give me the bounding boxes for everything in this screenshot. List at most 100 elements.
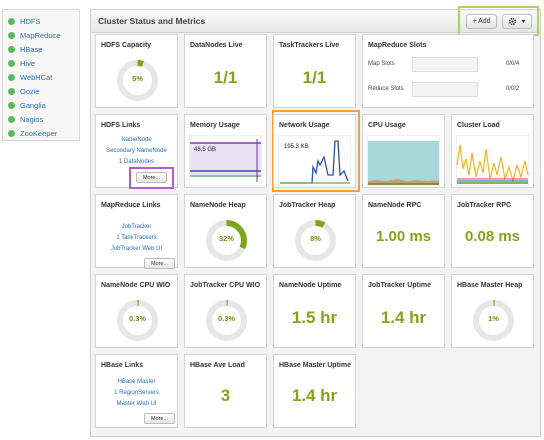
status-dot-icon — [8, 17, 15, 25]
graph-label: 48.5 GB — [194, 147, 217, 153]
widget-cluster-load[interactable]: Cluster Load — [451, 114, 534, 188]
link-namenode[interactable]: NameNode — [121, 137, 152, 143]
add-widget-button[interactable]: + Add — [466, 14, 497, 29]
heap-gauge: 32% — [205, 219, 248, 262]
memory-usage-graph — [189, 135, 262, 186]
widget-jobtracker-rpc[interactable]: JobTracker RPC 0.08 ms — [451, 194, 534, 268]
sidebar-item-label: HBase — [20, 44, 43, 54]
status-dot-icon — [8, 101, 15, 109]
caret-down-icon — [520, 20, 526, 23]
sidebar-item-label: WebHCat — [20, 72, 53, 82]
link-datanodes[interactable]: 1 DataNodes — [118, 159, 155, 165]
gauge-value: 0.3% — [217, 314, 236, 323]
sidebar-item-webhcat[interactable]: WebHCat — [3, 70, 79, 84]
link-hbase-master[interactable]: HBase Master — [117, 379, 156, 385]
widget-datanodes-live[interactable]: DataNodes Live 1/1 — [184, 34, 267, 108]
widget-hbase-ave-load[interactable]: HBase Ave Load 3 — [184, 354, 267, 428]
widget-title: JobTracker RPC — [457, 202, 512, 209]
widget-title: JobTracker Uptime — [368, 282, 432, 289]
widget-tasktrackers-live[interactable]: TaskTrackers Live 1/1 — [273, 34, 356, 108]
more-button[interactable]: More... — [144, 413, 175, 424]
gauge-value: 1% — [488, 314, 499, 323]
sidebar-item-ganglia[interactable]: Ganglia — [3, 98, 79, 112]
widget-title: JobTracker Heap — [279, 202, 336, 209]
widget-title: MapReduce Slots — [368, 42, 427, 49]
link-jobtracker[interactable]: JobTracker — [121, 224, 152, 230]
widget-jobtracker-uptime[interactable]: JobTracker Uptime 1.4 hr — [362, 274, 445, 348]
widget-title: HBase Links — [101, 362, 144, 369]
services-sidebar: HDFS MapReduce HBase Hive WebHCat Oozie … — [2, 9, 80, 141]
widget-namenode-uptime[interactable]: NameNode Uptime 1.5 hr — [273, 274, 356, 348]
slot-value: 0/0/4 — [506, 61, 520, 67]
slot-label: Map Slots — [368, 61, 395, 67]
widget-memory-usage[interactable]: Memory Usage 48.5 GB — [184, 114, 267, 188]
sidebar-item-hdfs[interactable]: HDFS — [3, 14, 79, 28]
widget-mapreduce-slots[interactable]: MapReduce Slots Map Slots 0/0/4 Reduce S… — [362, 34, 534, 108]
cpu-wio-gauge: 0.3% — [116, 299, 159, 342]
link-jobtracker-web-ui[interactable]: JobTracker Web UI — [110, 246, 163, 252]
links-list: JobTracker 1 TaskTrackers JobTracker Web… — [96, 222, 177, 255]
more-button[interactable]: More... — [144, 258, 175, 269]
widget-mapreduce-links[interactable]: MapReduce Links JobTracker 1 TaskTracker… — [95, 194, 178, 269]
widget-cpu-usage[interactable]: CPU Usage — [362, 114, 445, 188]
widget-jobtracker-cpu-wio[interactable]: JobTracker CPU WIO 0.3% — [184, 274, 267, 348]
sidebar-item-mapreduce[interactable]: MapReduce — [3, 28, 79, 42]
link-master-web-ui[interactable]: Master Web UI — [116, 401, 157, 407]
widget-title: Cluster Load — [457, 122, 500, 129]
status-dot-icon — [8, 31, 15, 39]
status-dot-icon — [8, 87, 15, 95]
status-dot-icon — [8, 73, 15, 81]
map-slots-row: Map Slots 0/0/4 — [368, 57, 538, 73]
gauge-value: 0.3% — [128, 314, 147, 323]
gauge-value: 5% — [132, 74, 143, 83]
metric-value: 1/1 — [302, 68, 327, 87]
metric-value: 1/1 — [213, 68, 238, 87]
metric-value: 0.08 ms — [464, 228, 521, 245]
widget-title: Network Usage — [279, 122, 330, 129]
more-button[interactable]: More... — [136, 172, 167, 183]
widget-network-usage[interactable]: Network Usage 195.3 KB — [273, 114, 356, 188]
widget-title: HBase Master Heap — [457, 282, 523, 289]
status-dot-icon — [8, 45, 15, 53]
gauge-value: 32% — [218, 234, 234, 243]
widget-title: NameNode Heap — [190, 202, 246, 209]
metric-value: 1.00 ms — [375, 228, 432, 245]
widget-hdfs-capacity[interactable]: HDFS Capacity 5% — [95, 34, 178, 108]
heap-gauge: 1% — [472, 299, 515, 342]
sidebar-item-label: MapReduce — [20, 30, 61, 40]
widget-hbase-master-uptime[interactable]: HBase Master Uptime 1.4 hr — [273, 354, 356, 428]
widget-namenode-cpu-wio[interactable]: NameNode CPU WIO 0.3% — [95, 274, 178, 348]
widget-title: JobTracker CPU WIO — [190, 282, 261, 289]
widget-hbase-links[interactable]: HBase Links HBase Master 1 RegionServers… — [95, 354, 178, 428]
metric-value: 1.4 hr — [291, 386, 338, 405]
network-usage-graph — [278, 135, 351, 186]
sidebar-item-label: Nagios — [20, 114, 44, 124]
widget-namenode-heap[interactable]: NameNode Heap 32% — [184, 194, 267, 268]
more-highlight — [129, 167, 174, 189]
widget-namenode-rpc[interactable]: NameNode RPC 1.00 ms — [362, 194, 445, 268]
widget-jobtracker-heap[interactable]: JobTracker Heap 8% — [273, 194, 356, 268]
widget-title: CPU Usage — [368, 122, 406, 129]
sidebar-item-nagios[interactable]: Nagios — [3, 112, 79, 126]
metric-value: 3 — [220, 386, 231, 405]
metric-value: 1.4 hr — [380, 308, 427, 327]
sidebar-item-hbase[interactable]: HBase — [3, 42, 79, 56]
sidebar-item-hive[interactable]: Hive — [3, 56, 79, 70]
widget-hdfs-links[interactable]: HDFS Links NameNode Secondary NameNode 1… — [95, 114, 178, 189]
widget-hbase-master-heap[interactable]: HBase Master Heap 1% — [451, 274, 534, 348]
sidebar-item-label: ZooKeeper — [20, 128, 58, 138]
settings-dropdown-button[interactable] — [502, 14, 532, 29]
widget-title: DataNodes Live — [190, 42, 243, 49]
link-regionservers[interactable]: 1 RegionServers — [114, 390, 159, 396]
slot-value: 0/0/2 — [506, 86, 520, 92]
status-dot-icon — [8, 115, 15, 123]
cluster-load-graph — [456, 135, 529, 186]
heap-gauge: 8% — [294, 219, 337, 262]
widget-title: TaskTrackers Live — [279, 42, 340, 49]
link-tasktrackers[interactable]: 1 TaskTrackers — [116, 235, 157, 241]
link-secondary-namenode[interactable]: Secondary NameNode — [106, 148, 167, 154]
widget-title: NameNode CPU WIO — [101, 282, 171, 289]
sidebar-item-zookeeper[interactable]: ZooKeeper — [3, 126, 79, 140]
sidebar-item-oozie[interactable]: Oozie — [3, 84, 79, 98]
cluster-metrics-panel: Cluster Status and Metrics + Add HDFS Ca… — [90, 6, 541, 437]
